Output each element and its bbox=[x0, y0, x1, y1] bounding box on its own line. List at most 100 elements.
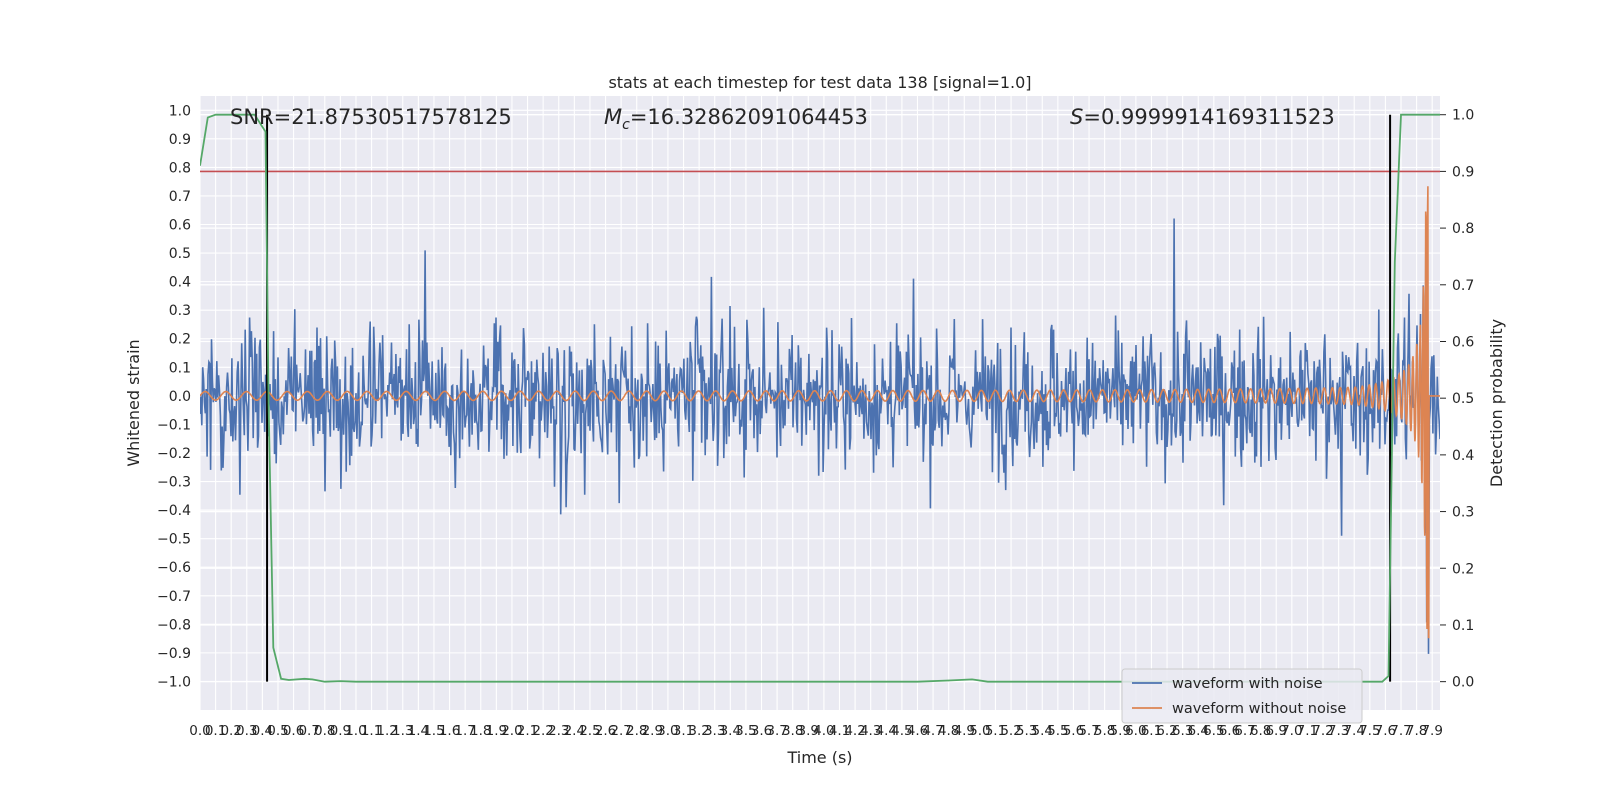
x-tick-label: 7.0 bbox=[1281, 723, 1302, 739]
x-tick-label: 3.6 bbox=[751, 723, 772, 739]
x-tick-label: 4.9 bbox=[954, 723, 975, 739]
x-tick-label: 4.2 bbox=[844, 723, 865, 739]
x-tick-label: 0.4 bbox=[252, 723, 273, 739]
y-tick-label-left: −0.4 bbox=[157, 503, 191, 519]
x-tick-label: 2.1 bbox=[517, 723, 538, 739]
y-tick-label-right: 0.0 bbox=[1452, 675, 1474, 691]
series-waveform-without-noise bbox=[200, 186, 1440, 639]
x-tick-label: 7.1 bbox=[1297, 723, 1318, 739]
y-tick-label-right: 1.0 bbox=[1452, 108, 1474, 124]
y-tick-label-left: 0.5 bbox=[169, 246, 191, 262]
x-tick-label: 1.2 bbox=[376, 723, 397, 739]
x-tick-label: 1.1 bbox=[361, 723, 382, 739]
series-waveform-with-noise bbox=[200, 218, 1440, 654]
y-tick-label-left: 0.1 bbox=[169, 360, 191, 376]
x-tick-label: 0.9 bbox=[330, 723, 351, 739]
x-tick-label: 4.6 bbox=[907, 723, 928, 739]
x-tick-label: 7.6 bbox=[1375, 723, 1396, 739]
chart-title: stats at each timestep for test data 138… bbox=[608, 73, 1031, 92]
y-tick-label-left: 0.7 bbox=[169, 189, 191, 205]
x-tick-label: 1.0 bbox=[345, 723, 366, 739]
x-tick-label: 6.3 bbox=[1172, 723, 1193, 739]
x-tick-label: 4.5 bbox=[891, 723, 912, 739]
y-tick-label-left: 0.3 bbox=[169, 303, 191, 319]
x-tick-label: 1.9 bbox=[486, 723, 507, 739]
x-tick-label: 3.7 bbox=[766, 723, 787, 739]
x-tick-label: 6.7 bbox=[1234, 723, 1255, 739]
s-annotation: S=0.9999914169311523 bbox=[1070, 105, 1335, 129]
y-tick-label-left: 0.8 bbox=[169, 160, 191, 176]
x-tick-label: 4.7 bbox=[922, 723, 943, 739]
x-tick-label: 5.7 bbox=[1078, 723, 1099, 739]
x-tick-label: 3.1 bbox=[673, 723, 694, 739]
x-tick-label: 3.8 bbox=[782, 723, 803, 739]
y-tick-label-left: 0.9 bbox=[169, 132, 191, 148]
legend-entry-clean: waveform without noise bbox=[1172, 701, 1346, 717]
y-tick-label-left: −0.7 bbox=[157, 589, 191, 605]
x-tick-label: 6.2 bbox=[1156, 723, 1177, 739]
x-tick-label: 6.9 bbox=[1265, 723, 1286, 739]
x-tick-label: 2.4 bbox=[564, 723, 585, 739]
x-tick-label: 0.3 bbox=[236, 723, 257, 739]
y-tick-label-left: −0.6 bbox=[157, 560, 191, 576]
x-tick-label: 2.2 bbox=[532, 723, 553, 739]
y-tick-label-left: 0.2 bbox=[169, 332, 191, 348]
x-tick-label: 5.8 bbox=[1094, 723, 1115, 739]
x-tick-label: 1.7 bbox=[454, 723, 475, 739]
x-tick-label: 5.9 bbox=[1110, 723, 1131, 739]
s-annotation-value: =0.9999914169311523 bbox=[1083, 105, 1334, 129]
x-tick-label: 4.4 bbox=[876, 723, 897, 739]
x-tick-label: 3.3 bbox=[704, 723, 725, 739]
x-tick-label: 6.6 bbox=[1219, 723, 1240, 739]
y-tick-label-right: 0.5 bbox=[1452, 391, 1474, 407]
mc-annotation: Mc=16.32862091064453 bbox=[604, 105, 868, 133]
x-tick-label: 7.5 bbox=[1359, 723, 1380, 739]
x-axis-ticks: 0.00.10.20.30.40.50.60.70.80.91.01.11.21… bbox=[189, 723, 1443, 739]
y-tick-label-left: 0.0 bbox=[169, 389, 191, 405]
y-tick-label-left: −0.2 bbox=[157, 446, 191, 462]
legend-entry-noise: waveform with noise bbox=[1172, 676, 1323, 692]
x-tick-label: 4.0 bbox=[813, 723, 834, 739]
x-tick-label: 2.6 bbox=[595, 723, 616, 739]
x-tick-label: 7.8 bbox=[1406, 723, 1427, 739]
y-tick-label-left: −0.8 bbox=[157, 617, 191, 633]
x-tick-label: 5.0 bbox=[969, 723, 990, 739]
x-tick-label: 1.8 bbox=[470, 723, 491, 739]
x-tick-label: 1.4 bbox=[408, 723, 429, 739]
x-tick-label: 6.8 bbox=[1250, 723, 1271, 739]
y-tick-label-left: 1.0 bbox=[169, 103, 191, 119]
x-tick-label: 7.2 bbox=[1312, 723, 1333, 739]
x-tick-label: 3.5 bbox=[735, 723, 756, 739]
x-tick-label: 0.0 bbox=[189, 723, 210, 739]
x-tick-label: 1.6 bbox=[439, 723, 460, 739]
legend: waveform with noise waveform without noi… bbox=[1121, 668, 1363, 724]
y-tick-label-left: −0.3 bbox=[157, 475, 191, 491]
y-tick-label-left: −0.5 bbox=[157, 532, 191, 548]
x-tick-label: 4.8 bbox=[938, 723, 959, 739]
x-tick-label: 0.7 bbox=[298, 723, 319, 739]
y-tick-label-right: 0.6 bbox=[1452, 334, 1474, 350]
snr-annotation: SNR=21.87530517578125 bbox=[230, 105, 512, 129]
x-tick-label: 6.0 bbox=[1125, 723, 1146, 739]
x-tick-label: 0.2 bbox=[220, 723, 241, 739]
legend-box bbox=[1121, 668, 1363, 724]
x-tick-label: 2.3 bbox=[548, 723, 569, 739]
x-tick-label: 3.4 bbox=[720, 723, 741, 739]
y-tick-label-left: −1.0 bbox=[157, 674, 191, 690]
y-tick-label-right: 0.1 bbox=[1452, 618, 1474, 634]
x-tick-label: 7.4 bbox=[1343, 723, 1364, 739]
x-tick-label: 7.9 bbox=[1421, 723, 1442, 739]
y-tick-label-right: 0.4 bbox=[1452, 448, 1474, 464]
x-tick-label: 4.1 bbox=[829, 723, 850, 739]
y-tick-label-right: 0.3 bbox=[1452, 505, 1474, 521]
series-detection-probability bbox=[200, 113, 1440, 683]
x-tick-label: 0.5 bbox=[267, 723, 288, 739]
y-tick-label-left: 0.6 bbox=[169, 218, 191, 234]
y-axis-label-left: Whitened strain bbox=[124, 339, 143, 466]
x-tick-label: 5.6 bbox=[1063, 723, 1084, 739]
x-tick-label: 2.7 bbox=[610, 723, 631, 739]
x-tick-label: 5.5 bbox=[1047, 723, 1068, 739]
y-tick-label-left: 0.4 bbox=[169, 275, 191, 291]
x-tick-label: 5.2 bbox=[1000, 723, 1021, 739]
